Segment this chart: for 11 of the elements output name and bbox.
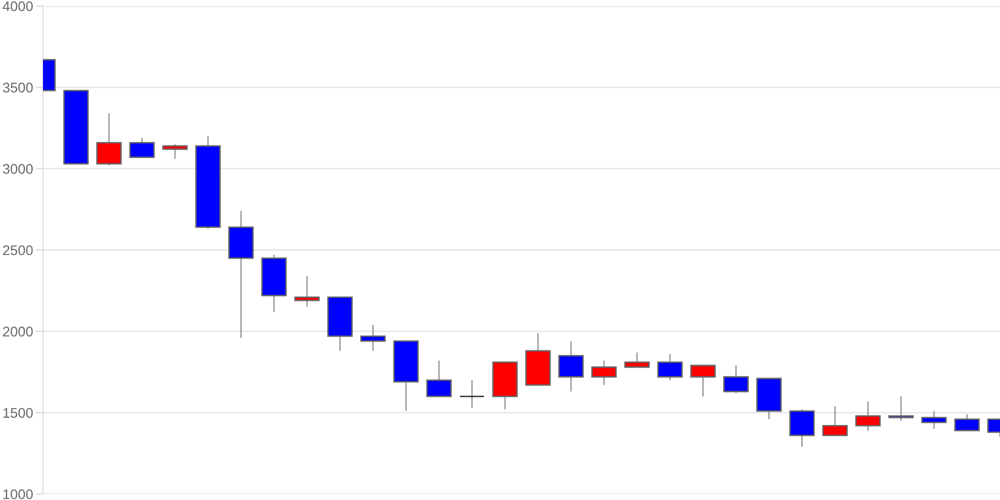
y-tick-label: 3000 xyxy=(2,164,33,174)
candlestick xyxy=(888,396,914,422)
candlestick xyxy=(162,144,188,160)
y-tick-label: 3500 xyxy=(2,82,33,93)
y-tick-label: 1500 xyxy=(3,408,33,418)
y-tick-label: 4000 xyxy=(2,1,33,12)
candlestick xyxy=(459,379,485,408)
y-tick-label: 1000 xyxy=(3,489,33,500)
y-tick-label: 2500 xyxy=(3,245,33,256)
candlestick xyxy=(294,275,320,308)
y-tick-label: 2000 xyxy=(3,326,33,337)
